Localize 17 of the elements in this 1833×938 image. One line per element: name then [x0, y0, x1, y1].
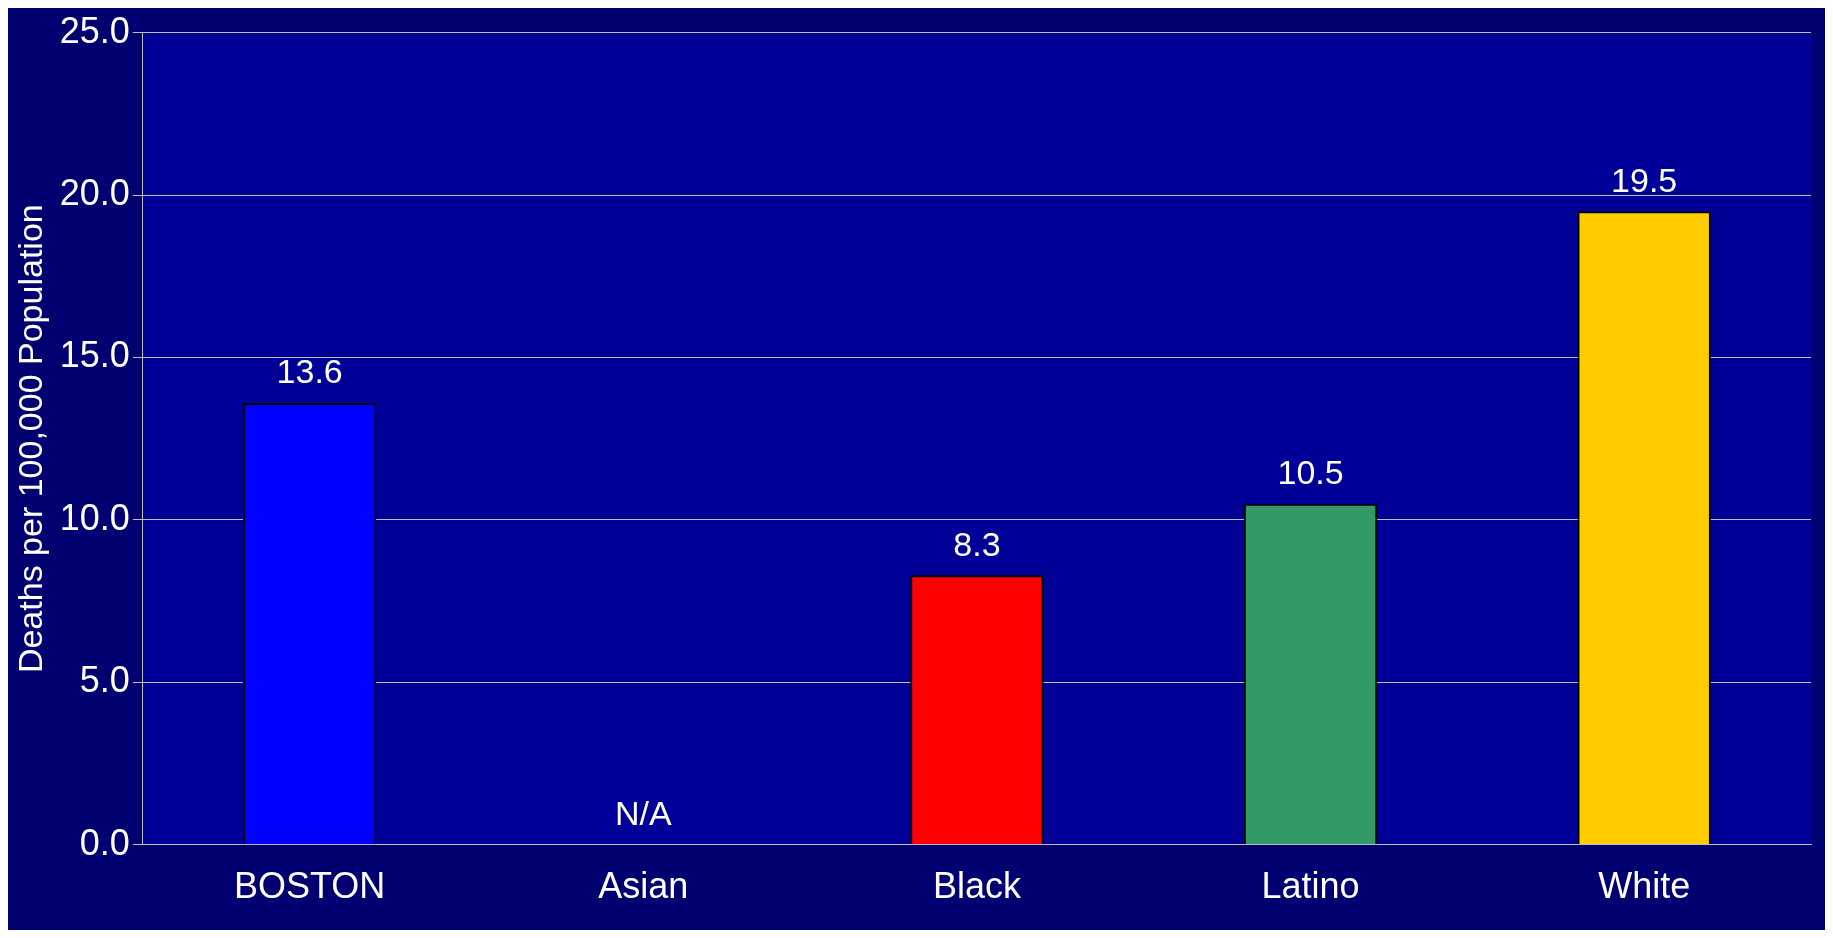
x-tick-label: White — [1598, 865, 1691, 907]
text: N/A — [614, 794, 672, 833]
y-tick-label: 25.0 — [59, 9, 130, 51]
data-label: 13.6 — [276, 352, 343, 391]
data-label: 8.3 — [953, 524, 1001, 563]
y-tick-label: 5.0 — [79, 659, 130, 701]
y-axis-title: Deaths per 100,000 Population — [10, 204, 49, 674]
data-label: 19.5 — [1611, 160, 1678, 199]
y-tick-label: 15.0 — [59, 334, 130, 376]
y-tick-label: 10.0 — [59, 496, 130, 538]
x-tick-label: Black — [932, 865, 1022, 907]
x-tick-label: Asian — [598, 865, 689, 907]
x-tick-label: BOSTON — [233, 865, 386, 907]
data-label: 10.5 — [1277, 453, 1344, 492]
y-tick-label: 0.0 — [79, 821, 130, 863]
x-tick-label: Latino — [1261, 865, 1360, 907]
y-tick-label: 20.0 — [59, 171, 130, 213]
